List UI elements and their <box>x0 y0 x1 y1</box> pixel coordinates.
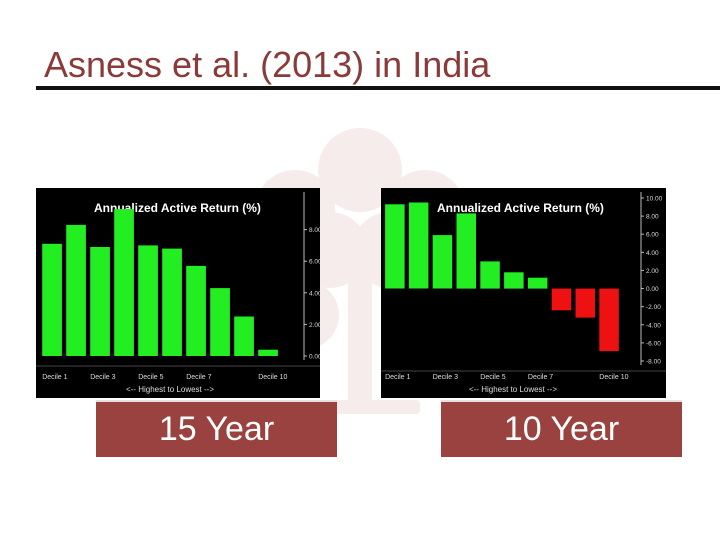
y-tick-label: -2.00 <box>646 304 661 311</box>
bar-8 <box>551 288 572 311</box>
y-tick-label: -8.00 <box>646 359 661 366</box>
y-tick-label: 4.00 <box>309 290 320 297</box>
bar-10 <box>599 288 619 352</box>
y-tick-label: 2.00 <box>309 322 320 329</box>
x-tick-label: Decile 10 <box>258 374 287 381</box>
label-15-year: 15 Year <box>96 400 337 457</box>
chart-title: Annualized Active Return (%) <box>94 201 261 215</box>
y-tick-label: 0.00 <box>309 354 320 361</box>
bar-9 <box>575 288 595 318</box>
bar-5 <box>480 261 500 289</box>
x-tick-label: Decile 3 <box>433 374 458 381</box>
bar-5 <box>138 245 158 356</box>
bar-3 <box>432 235 453 289</box>
slide-title: Asness et al. (2013) in India <box>44 44 491 85</box>
title-underline <box>36 86 720 90</box>
x-axis-label: <-- Highest to Lowest --> <box>469 385 557 394</box>
x-tick-label: Decile 5 <box>480 374 505 381</box>
bar-10 <box>258 349 278 356</box>
chart-10-year: Annualized Active Return (%) 10.00 8.00 6.0… <box>381 188 666 398</box>
bar-6 <box>504 272 524 289</box>
y-tick-label: 8.00 <box>309 227 320 234</box>
bar-2 <box>66 224 86 356</box>
bar-7 <box>527 277 548 289</box>
y-tick-label: 6.00 <box>309 259 320 266</box>
bar-4 <box>114 209 134 356</box>
x-axis-label: <-- Highest to Lowest --> <box>126 385 214 394</box>
bar-7 <box>186 265 206 356</box>
bar-3 <box>90 247 110 356</box>
bar-8 <box>210 288 230 356</box>
bar-2 <box>408 202 429 289</box>
y-tick-label: 2.00 <box>646 268 659 275</box>
chart-title: Annualized Active Return (%) <box>437 201 604 215</box>
x-tick-label: Decile 7 <box>528 374 553 381</box>
y-tick-label: 4.00 <box>646 250 659 257</box>
y-tick-label: -6.00 <box>646 340 661 347</box>
bar-chart-10-year: Annualized Active Return (%) 10.00 8.00 6.0… <box>381 192 666 394</box>
bar-chart-15-year: Annualized Active Return (%) 0.00 2.00 4.00… <box>36 192 320 394</box>
y-tick-label: 0.00 <box>646 286 659 293</box>
y-tick-label: 6.00 <box>646 232 659 239</box>
y-tick-label: 8.00 <box>646 214 659 221</box>
label-10-year: 10 Year <box>441 400 682 457</box>
x-tick-label: Decile 3 <box>90 374 115 381</box>
x-tick-label: Decile 1 <box>42 374 67 381</box>
x-tick-label: Decile 1 <box>385 374 410 381</box>
bar-1 <box>42 243 62 356</box>
x-tick-label: Decile 7 <box>186 374 211 381</box>
bar-4 <box>456 213 476 289</box>
x-tick-label: Decile 5 <box>138 374 163 381</box>
y-tick-label: 10.00 <box>646 196 663 203</box>
bar-9 <box>234 316 254 356</box>
bar-6 <box>162 248 182 356</box>
x-tick-label: Decile 10 <box>599 374 628 381</box>
chart-15-year: Annualized Active Return (%) 0.00 2.00 4.00… <box>36 188 320 398</box>
y-tick-label: -4.00 <box>646 322 661 329</box>
bar-1 <box>385 204 405 289</box>
